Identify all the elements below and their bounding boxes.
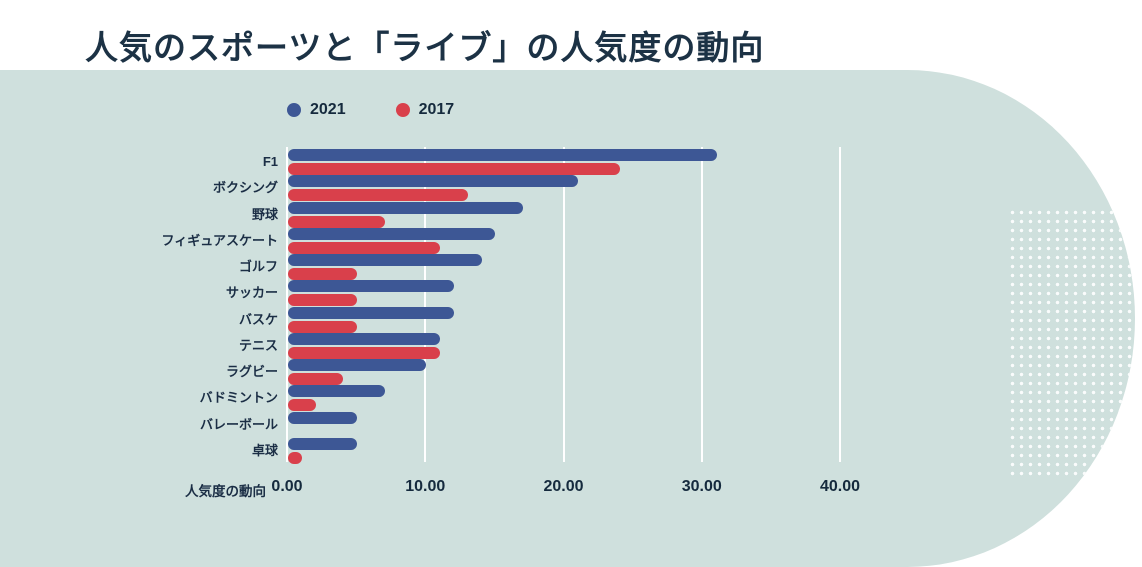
category-label-1: F1 xyxy=(262,154,278,169)
page-title: 人気のスポーツと「ライブ」の人気度の動向 xyxy=(85,28,765,68)
bar-2021-7 xyxy=(288,306,454,319)
legend-item-2021: 2021 xyxy=(287,101,346,119)
gridline-0 xyxy=(286,147,288,462)
category-label-2: ボクシング xyxy=(212,180,278,196)
category-label-8: テニス xyxy=(238,337,278,353)
x-tick-label-20: 20.00 xyxy=(543,478,584,495)
bar-2017-9 xyxy=(288,373,344,385)
category-label-3: 野球 xyxy=(251,206,278,222)
bar-2017-3 xyxy=(288,215,385,228)
legend-label-2021: 2021 xyxy=(310,101,346,118)
bar-2017-4 xyxy=(288,241,441,254)
legend-dot-2021-icon xyxy=(287,103,301,117)
bar-2017-5 xyxy=(288,268,358,280)
category-label-9: ラグビー xyxy=(225,364,278,379)
legend-item-2017: 2017 xyxy=(395,101,455,119)
bar-2017-10 xyxy=(288,399,316,412)
bar-2017-2 xyxy=(288,189,468,202)
bar-2017-1 xyxy=(288,163,620,175)
bar-2021-12 xyxy=(288,437,358,450)
category-label-4: フィギュアスケート xyxy=(161,232,278,248)
category-label-10: バドミントン xyxy=(199,390,278,406)
bar-2021-1 xyxy=(288,149,717,161)
category-label-5: ゴルフ xyxy=(238,259,278,274)
legend-dot-2017-icon xyxy=(395,103,410,117)
gridline-20 xyxy=(562,147,565,462)
category-label-11: バレーボール xyxy=(199,416,278,432)
category-label-7: バスケ xyxy=(238,311,278,327)
bar-2017-7 xyxy=(288,320,358,333)
bar-chart-plot-area: 人気度の動向 0.00 10.00 20.00 30.00 40.00 F1 ボクシング野球… xyxy=(0,70,1135,567)
gridline-40 xyxy=(839,147,841,462)
bar-2017-6 xyxy=(288,294,358,307)
chart-panel: 2021 2017 人気度の動向 0.00 10.00 20.00 30.00 40.0… xyxy=(0,70,1135,567)
bar-2021-10 xyxy=(288,385,385,398)
bar-2017-12 xyxy=(288,451,302,464)
x-axis-label: 人気度の動向 xyxy=(185,484,266,499)
bar-2021-4 xyxy=(288,227,496,240)
bar-2021-11 xyxy=(288,411,358,424)
bar-2021-3 xyxy=(288,201,524,214)
x-tick-label-30: 30.00 xyxy=(681,478,722,495)
bar-2021-6 xyxy=(288,280,454,293)
bar-2021-2 xyxy=(288,175,579,188)
bar-2021-9 xyxy=(288,359,427,371)
x-tick-label-10: 10.00 xyxy=(405,478,446,495)
bar-2021-8 xyxy=(288,332,441,345)
gridline-10 xyxy=(424,147,427,462)
legend-label-2017: 2017 xyxy=(418,101,455,118)
dot-pattern-decoration xyxy=(1008,208,1135,480)
x-tick-label-0: 0.00 xyxy=(271,478,303,495)
chart-legend: 2021 2017 xyxy=(287,101,454,119)
category-label-12: 卓球 xyxy=(251,442,278,458)
bar-2017-8 xyxy=(288,346,441,359)
x-tick-label-40: 40.00 xyxy=(819,478,861,495)
bar-2021-5 xyxy=(288,254,482,266)
category-label-6: サッカー xyxy=(225,285,278,301)
gridline-30 xyxy=(700,147,703,462)
